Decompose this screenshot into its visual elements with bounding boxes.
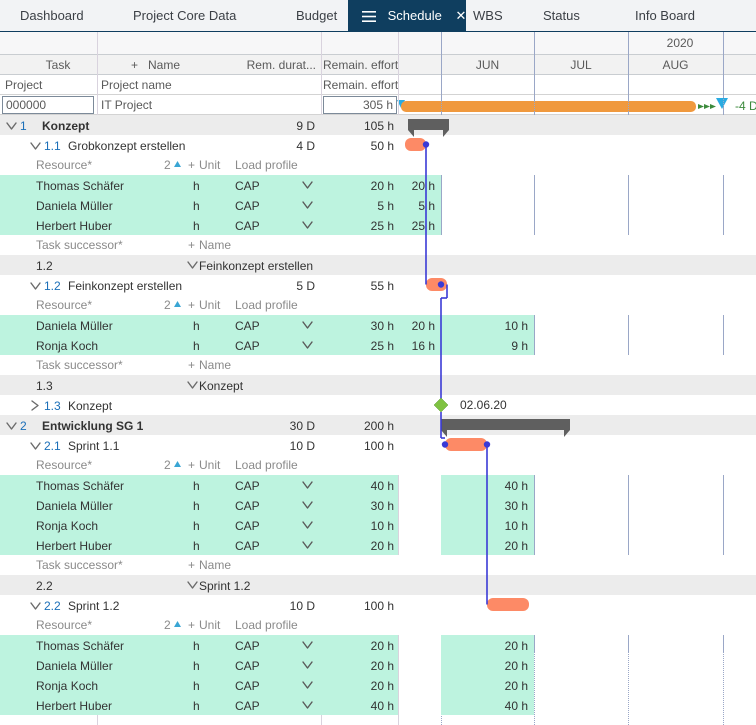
svg-text:02.06.20: 02.06.20: [460, 398, 507, 412]
